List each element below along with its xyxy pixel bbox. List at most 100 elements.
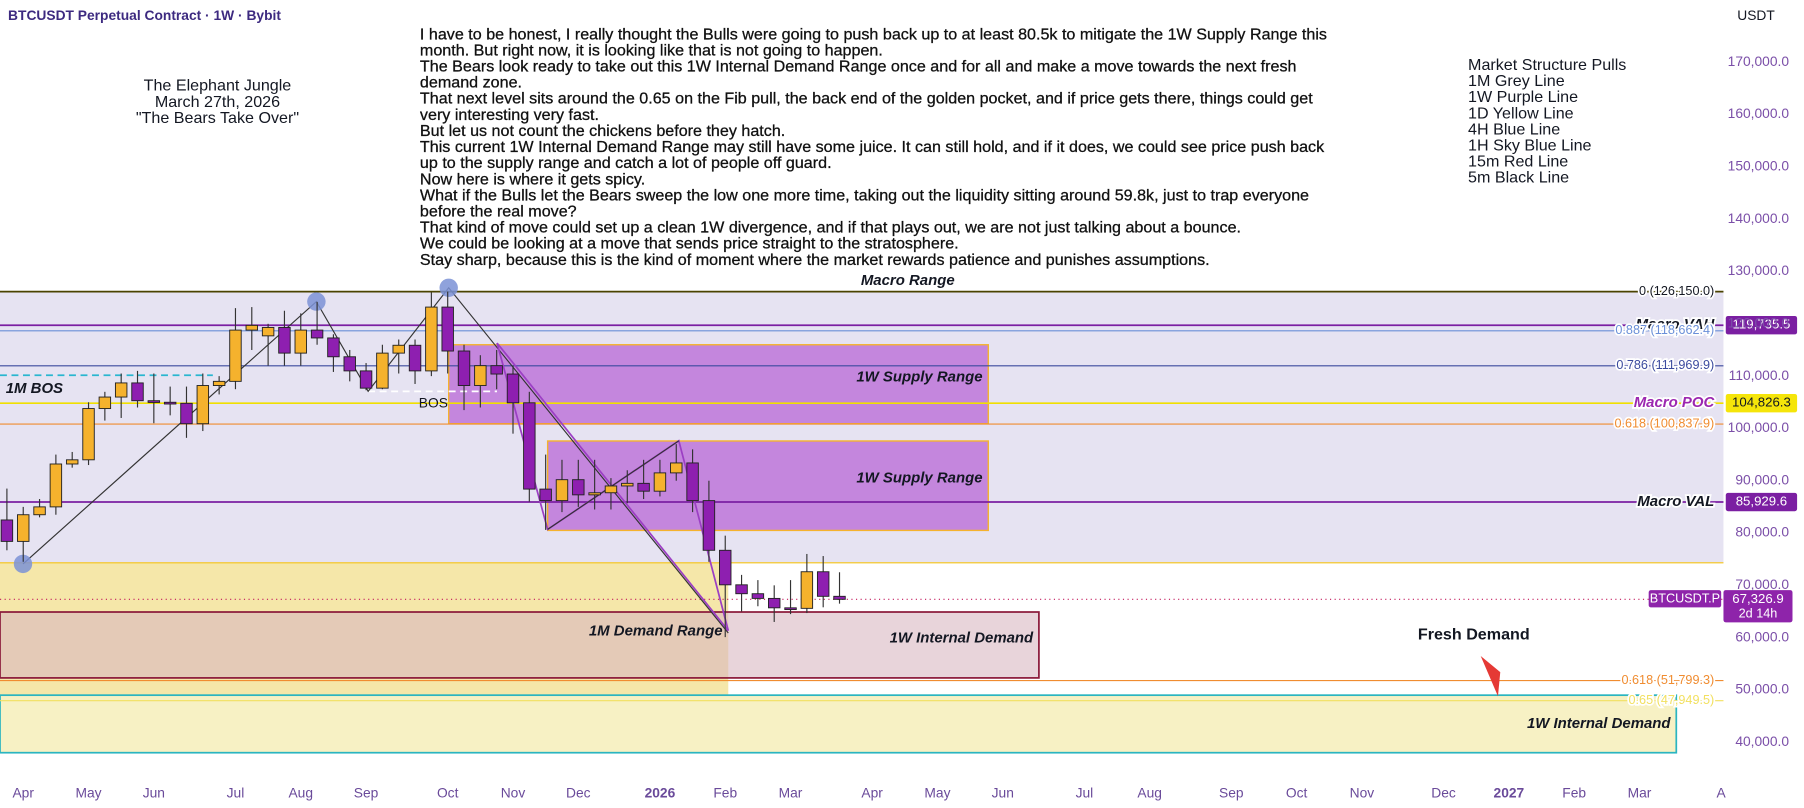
- candle-body: [229, 329, 242, 382]
- zone-label: 1W Internal Demand: [890, 630, 1034, 647]
- zone-label: Macro Range: [861, 272, 955, 289]
- price-tag-label: 67,326.9: [1732, 591, 1783, 606]
- candle-body: [490, 365, 503, 375]
- candle-body: [800, 571, 814, 609]
- labels: BTCUSDT Perpetual Contract · 1W · Bybit …: [6, 8, 1798, 801]
- commentary-paragraph: The Bears look ready to take out this 1W…: [419, 56, 1297, 92]
- axis-unit: USDT: [1737, 8, 1775, 23]
- candle-body: [98, 396, 112, 410]
- candle-body: [392, 344, 405, 354]
- candle-body: [294, 329, 307, 354]
- candle-body: [17, 514, 30, 542]
- candle-body: [212, 380, 226, 386]
- pivot-marker: [13, 554, 33, 574]
- candle-body: [555, 479, 569, 502]
- candle-body: [506, 373, 520, 404]
- zone: [0, 694, 1678, 754]
- candle-body: [147, 400, 161, 403]
- candle-body: [180, 402, 193, 425]
- candle-body: [82, 408, 95, 461]
- x-tick-label: Apr: [12, 786, 34, 801]
- y-tick-label: 170,000.0: [1728, 54, 1790, 69]
- candle-body: [163, 401, 177, 405]
- zone-label: 1W Internal Demand: [1527, 715, 1671, 732]
- x-tick-label: Feb: [713, 786, 737, 801]
- x-tick-label: Jul: [227, 786, 245, 801]
- candle-body: [196, 385, 210, 425]
- y-tick-label: 90,000.0: [1735, 472, 1789, 487]
- y-tick-label: 40,000.0: [1735, 734, 1789, 749]
- candle-body: [261, 327, 275, 337]
- candle-body: [114, 382, 128, 398]
- candle-body: [523, 402, 536, 490]
- price-tag: [1725, 393, 1798, 413]
- x-tick-label: Dec: [1431, 786, 1456, 801]
- zone-label: 1M Demand Range: [589, 623, 723, 640]
- overlay-title: "The Bears Take Over": [136, 109, 299, 127]
- candle-body: [441, 306, 454, 352]
- legend-item: 4H Blue Line: [1468, 120, 1560, 138]
- x-tick-label: Jun: [143, 786, 165, 801]
- level-label: Macro VAL: [1637, 493, 1714, 510]
- legend-item: 1H Sky Blue Line: [1468, 137, 1592, 155]
- candle-body: [33, 506, 46, 516]
- legend-item: 1D Yellow Line: [1468, 104, 1574, 122]
- x-tick-label: May: [924, 786, 950, 801]
- x-tick-label: 2027: [1494, 786, 1525, 801]
- commentary-paragraph: I have to be honest, I really thought th…: [419, 25, 1327, 59]
- commentary-paragraph: That kind of move could set up a clean 1…: [419, 217, 1242, 237]
- legend-title: Market Structure Pulls: [1468, 56, 1626, 74]
- y-tick-label: 60,000.0: [1735, 629, 1789, 644]
- x-tick-label: Sep: [354, 786, 379, 801]
- commentary-paragraph: Now here is where it gets spicy.: [419, 169, 646, 188]
- y-tick-label: 110,000.0: [1729, 368, 1790, 383]
- level-label: 0.65 (47,949.5): [1629, 693, 1715, 707]
- x-tick-label: Mar: [779, 786, 803, 801]
- candle-body: [588, 492, 601, 496]
- candle-body: [49, 463, 63, 508]
- legend-item: 1W Purple Line: [1468, 88, 1578, 106]
- overlay-title: The Elephant Jungle: [144, 77, 292, 95]
- commentary-paragraph: What if the Bulls let the Bears sweep th…: [419, 185, 1309, 220]
- candle-body: [719, 549, 732, 586]
- symbol-tag-label: BTCUSDT.P: [1650, 592, 1720, 606]
- candle-body: [604, 485, 618, 494]
- candle-body: [637, 482, 650, 492]
- legend-item: 5m Black Line: [1468, 169, 1569, 187]
- price-tag: [1725, 316, 1798, 335]
- x-tick-label: 2026: [645, 786, 676, 801]
- candle-body: [327, 337, 340, 358]
- y-tick-label: 120,000.0: [1728, 315, 1790, 330]
- commentary-paragraph: This current 1W Internal Demand Range ma…: [419, 137, 1325, 172]
- candle-body: [768, 597, 781, 609]
- candles: [0, 291, 846, 638]
- candle-body: [653, 472, 667, 492]
- x-tick-label: Apr: [861, 786, 883, 801]
- level-label: Macro POC: [1634, 394, 1715, 411]
- legend-item: 1M Grey Line: [1468, 72, 1565, 90]
- annotation: 1M BOS: [6, 380, 63, 397]
- x-tick-label: Dec: [566, 786, 591, 801]
- candle-body: [702, 500, 716, 551]
- level-label: Macro VAH: [1636, 316, 1716, 333]
- candle-body: [816, 571, 830, 597]
- y-tick-label: 130,000.0: [1728, 263, 1790, 278]
- x-tick-label: Aug: [288, 786, 313, 801]
- y-tick-label: 50,000.0: [1735, 682, 1789, 697]
- x-tick-label: Jun: [992, 786, 1014, 801]
- price-tag-label: 119,735.5: [1733, 317, 1791, 332]
- price-tag: [1725, 492, 1798, 512]
- pivot-marker: [439, 278, 458, 298]
- commentary: I have to be honest, I really thought th…: [420, 25, 1340, 267]
- candle-body: [735, 584, 748, 595]
- x-tick-label: Jul: [1076, 786, 1094, 801]
- candle-body: [0, 519, 14, 542]
- candle-body: [245, 324, 259, 331]
- x-tick-label: May: [75, 786, 101, 801]
- commentary-paragraph: But let us not count the chickens before…: [419, 120, 786, 140]
- x-tick-label: Feb: [1562, 786, 1586, 801]
- candle-body: [572, 479, 585, 496]
- candle-body: [784, 607, 797, 611]
- candle-body: [131, 382, 144, 402]
- x-tick-label: Nov: [1350, 786, 1375, 801]
